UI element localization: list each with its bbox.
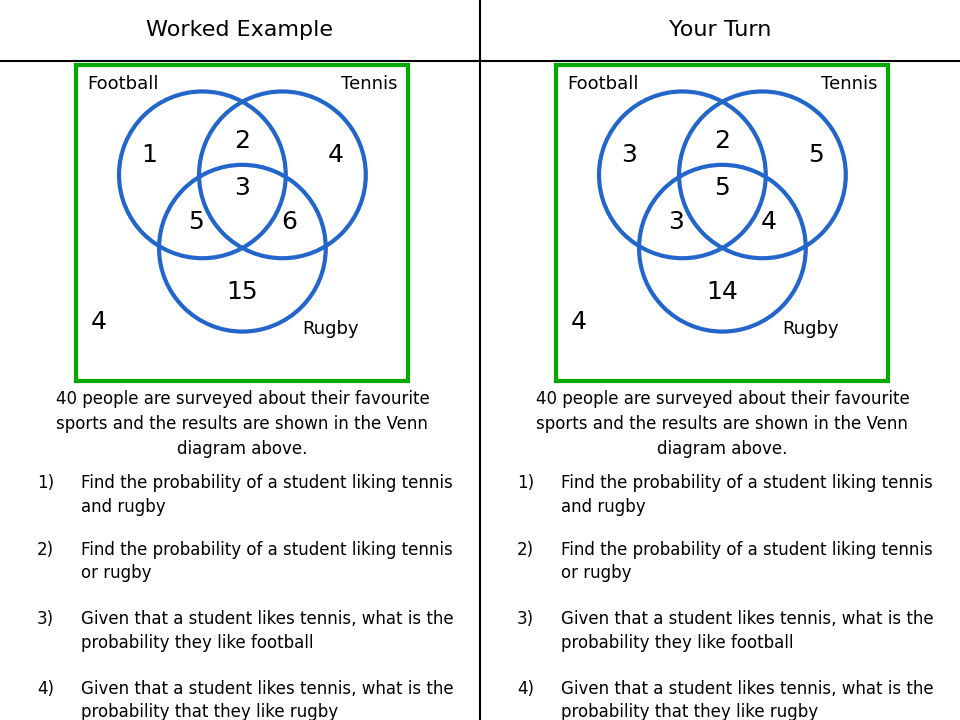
Text: 1): 1)	[517, 474, 534, 492]
Text: 2: 2	[714, 130, 731, 153]
Text: Football: Football	[87, 75, 158, 93]
Text: Given that a student likes tennis, what is the
probability they like football: Given that a student likes tennis, what …	[561, 610, 933, 652]
Text: 3: 3	[621, 143, 637, 167]
Text: Worked Example: Worked Example	[147, 20, 333, 40]
Text: Rugby: Rugby	[302, 320, 359, 338]
Text: Football: Football	[567, 75, 638, 93]
Text: 4: 4	[327, 143, 344, 167]
Text: 2): 2)	[37, 541, 54, 559]
Text: Tennis: Tennis	[341, 75, 397, 93]
Text: 14: 14	[707, 279, 738, 304]
Text: 15: 15	[227, 279, 258, 304]
Text: 2): 2)	[517, 541, 534, 559]
Text: Find the probability of a student liking tennis
or rugby: Find the probability of a student liking…	[561, 541, 932, 582]
Text: Given that a student likes tennis, what is the
probability they like football: Given that a student likes tennis, what …	[81, 610, 453, 652]
Text: 4: 4	[91, 310, 107, 333]
Text: 3: 3	[234, 176, 251, 200]
Text: 4: 4	[761, 210, 777, 233]
Text: Rugby: Rugby	[782, 320, 839, 338]
Text: Your Turn: Your Turn	[669, 20, 771, 40]
Text: 5: 5	[808, 143, 824, 167]
Text: 4): 4)	[517, 680, 534, 698]
Text: 1: 1	[141, 143, 157, 167]
Text: Given that a student likes tennis, what is the
probability that they like rugby: Given that a student likes tennis, what …	[81, 680, 453, 720]
Text: Find the probability of a student liking tennis
or rugby: Find the probability of a student liking…	[81, 541, 452, 582]
Text: 2: 2	[234, 130, 251, 153]
Text: 5: 5	[714, 176, 731, 200]
Text: 40 people are surveyed about their favourite
sports and the results are shown in: 40 people are surveyed about their favou…	[536, 390, 909, 458]
Text: 3): 3)	[517, 610, 534, 628]
Text: Find the probability of a student liking tennis
and rugby: Find the probability of a student liking…	[561, 474, 932, 516]
Text: Find the probability of a student liking tennis
and rugby: Find the probability of a student liking…	[81, 474, 452, 516]
Text: 4: 4	[571, 310, 587, 333]
Text: Given that a student likes tennis, what is the
probability that they like rugby: Given that a student likes tennis, what …	[561, 680, 933, 720]
Text: 5: 5	[188, 210, 204, 233]
Text: 40 people are surveyed about their favourite
sports and the results are shown in: 40 people are surveyed about their favou…	[56, 390, 429, 458]
Text: 4): 4)	[37, 680, 54, 698]
Text: 3): 3)	[37, 610, 54, 628]
Text: 6: 6	[281, 210, 297, 233]
Text: Tennis: Tennis	[821, 75, 877, 93]
Text: 3: 3	[668, 210, 684, 233]
Text: 1): 1)	[37, 474, 54, 492]
